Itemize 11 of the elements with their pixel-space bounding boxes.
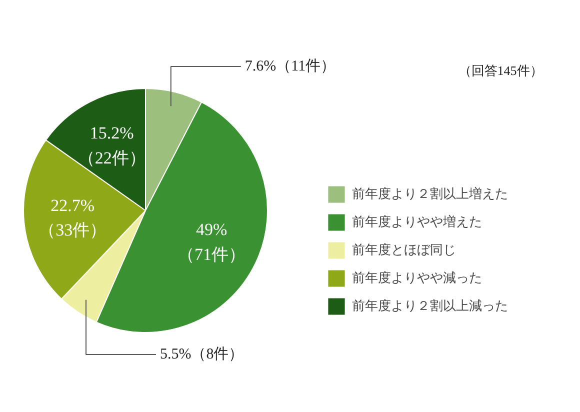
data-label: 7.6%（11件）	[244, 58, 336, 74]
data-label: 15.2% （22件）	[78, 124, 146, 168]
text: （回答145件）	[458, 63, 543, 78]
legend-label: 前年度よりやや増えた	[352, 214, 482, 231]
legend-label: 前年度とほぼ同じ	[352, 242, 456, 259]
data-label: 49% （71件）	[178, 220, 246, 264]
legend-label: 前年度より２割以上減った	[352, 298, 508, 315]
legend-label: 前年度より２割以上増えた	[352, 186, 508, 203]
legend-label: 前年度よりやや減った	[352, 270, 482, 287]
data-label: 5.5%（8件）	[160, 346, 244, 362]
data-label: 22.7% （33件）	[38, 196, 107, 240]
